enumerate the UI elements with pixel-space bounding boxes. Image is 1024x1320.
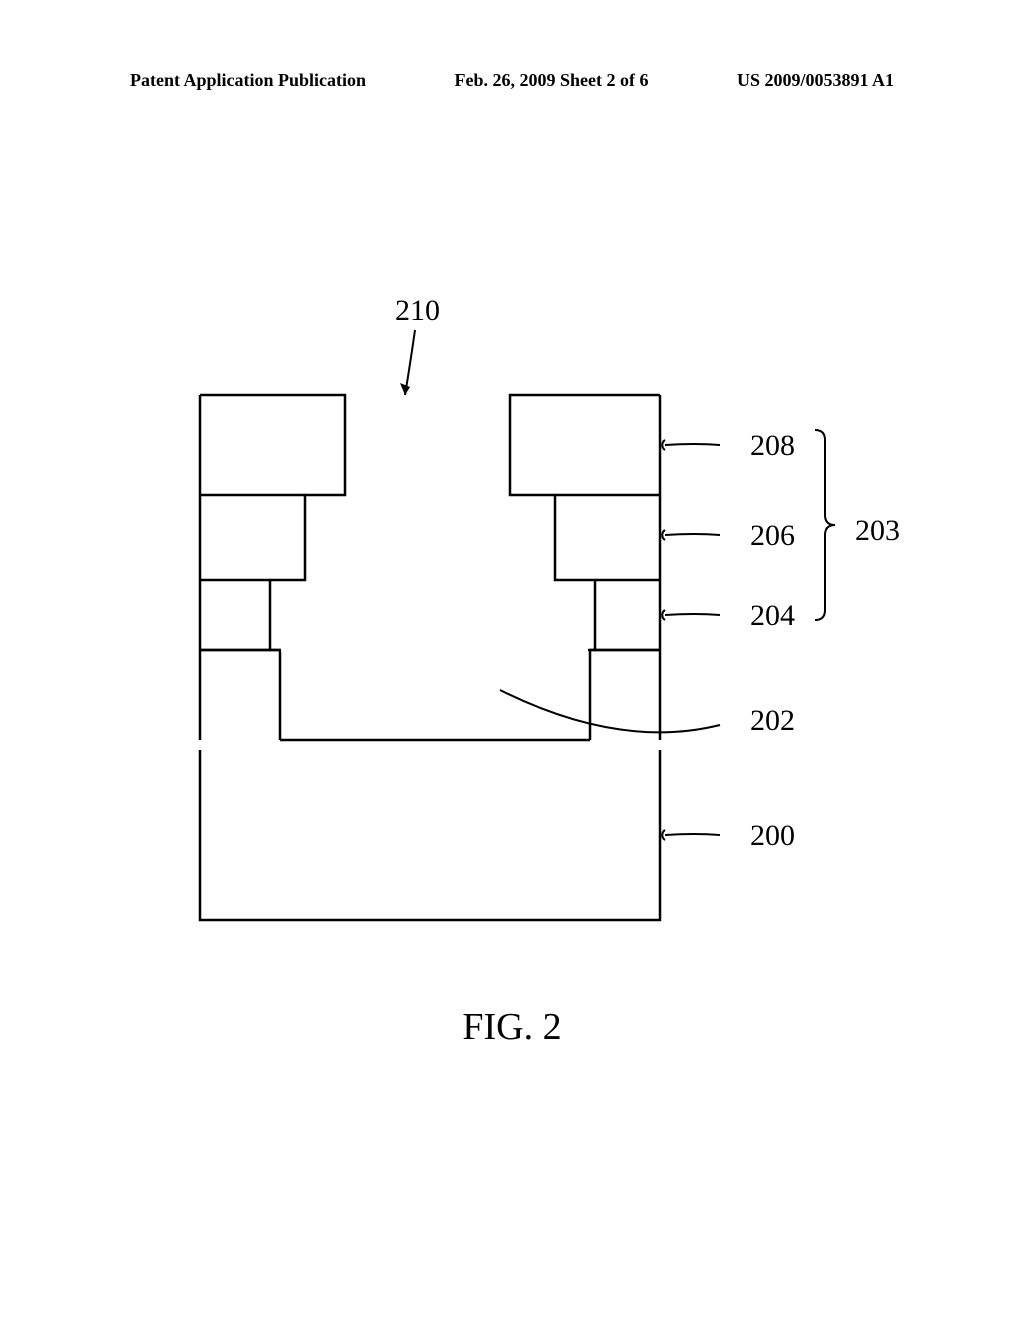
leader-200 <box>665 834 720 835</box>
leader-204 <box>665 614 720 615</box>
label-202: 202 <box>750 704 795 737</box>
bracket-203 <box>815 430 835 620</box>
header-center: Feb. 26, 2009 Sheet 2 of 6 <box>455 70 649 91</box>
label-203: 203 <box>855 514 900 547</box>
tick-200 <box>662 830 665 840</box>
substrate-200 <box>200 740 660 920</box>
page-header: Patent Application Publication Feb. 26, … <box>0 70 1024 91</box>
header-left: Patent Application Publication <box>130 70 366 91</box>
label-210: 210 <box>395 294 440 327</box>
label-208: 208 <box>750 429 795 462</box>
label-206: 206 <box>750 519 795 552</box>
header-right: US 2009/0053891 A1 <box>737 70 894 91</box>
label-200: 200 <box>750 819 795 852</box>
leader-206 <box>665 534 720 535</box>
leader-208 <box>665 444 720 445</box>
patent-figure-diagram: 210 208 206 204 202 200 203 <box>0 280 1024 920</box>
label-204: 204 <box>750 599 795 632</box>
figure-caption: FIG. 2 <box>0 1005 1024 1049</box>
